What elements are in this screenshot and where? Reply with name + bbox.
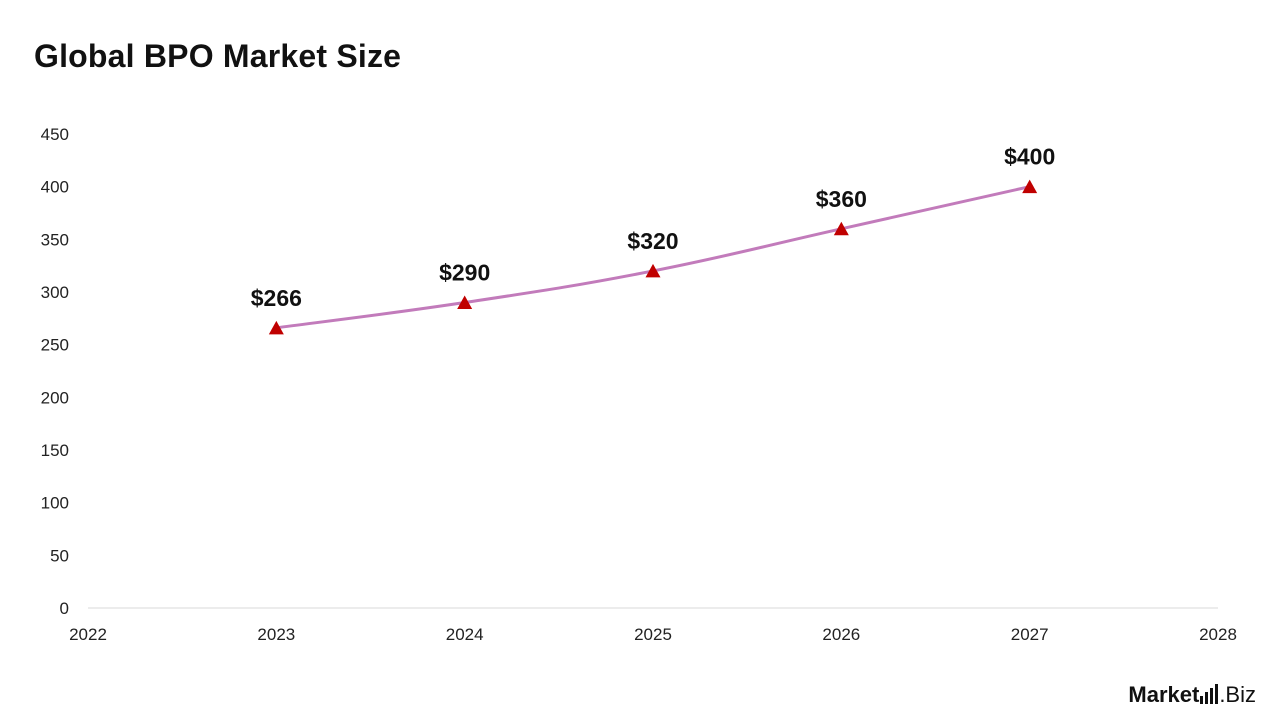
y-axis: 0 50 100 150 200 250 300 350 400 450 (41, 125, 69, 618)
y-tick-label: 150 (41, 441, 69, 460)
brand-suffix: .Biz (1219, 682, 1256, 707)
data-point-marker (268, 320, 284, 335)
x-tick-label: 2024 (446, 625, 484, 644)
data-label: $266 (251, 285, 302, 311)
brand-name: Market (1128, 682, 1200, 707)
y-tick-label: 350 (41, 230, 69, 249)
x-tick-label: 2026 (822, 625, 860, 644)
data-point-marker (833, 221, 849, 236)
data-label: $400 (1004, 144, 1055, 170)
x-tick-label: 2028 (1199, 625, 1237, 644)
y-tick-label: 250 (41, 336, 69, 355)
data-label: $290 (439, 260, 490, 286)
series-line (274, 185, 1032, 330)
brand-logo: Market .Biz (1128, 682, 1256, 706)
y-tick-label: 400 (41, 178, 69, 197)
x-tick-label: 2025 (634, 625, 672, 644)
y-tick-label: 200 (41, 388, 69, 407)
data-label: $320 (627, 228, 678, 254)
x-axis: 2022 2023 2024 2025 2026 2027 2028 (69, 625, 1237, 644)
y-tick-label: 100 (41, 494, 69, 513)
y-tick-label: 450 (41, 125, 69, 144)
bar-chart-icon (1200, 682, 1219, 704)
x-tick-label: 2023 (257, 625, 295, 644)
data-point-marker (645, 263, 661, 278)
series-markers (268, 179, 1038, 335)
data-labels: $266 $290 $320 $360 $400 (251, 144, 1056, 311)
chart-title: Global BPO Market Size (34, 38, 402, 74)
y-tick-label: 300 (41, 283, 69, 302)
x-tick-label: 2027 (1011, 625, 1049, 644)
data-label: $360 (816, 186, 867, 212)
data-point-marker (457, 295, 473, 310)
data-point-marker (1022, 179, 1038, 194)
y-tick-label: 50 (50, 546, 69, 565)
y-tick-label: 0 (60, 599, 69, 618)
x-tick-label: 2022 (69, 625, 107, 644)
